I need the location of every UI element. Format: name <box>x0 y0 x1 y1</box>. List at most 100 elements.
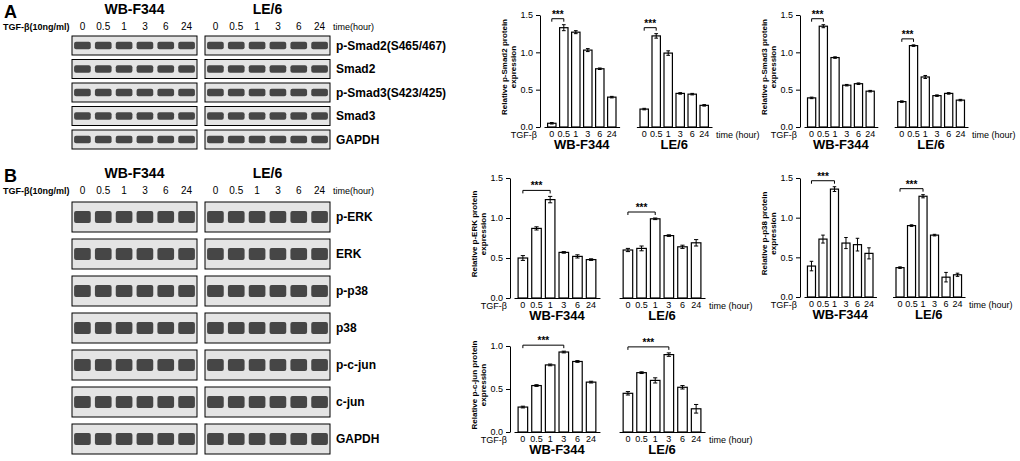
x-tick-label: 0 <box>898 299 903 309</box>
error-bar <box>550 123 554 124</box>
x-axis-line <box>620 298 706 299</box>
x-tick: 0 <box>520 300 525 310</box>
x-tick: 24 <box>691 300 701 310</box>
blot-band <box>311 136 328 144</box>
x-tick-label: 6 <box>944 299 949 309</box>
bar-chart: 0.00.51.01.5Relative p-ERK proteinexpres… <box>470 173 753 323</box>
blot-band <box>207 65 224 73</box>
blot-band <box>95 396 112 408</box>
bar <box>945 93 953 127</box>
y-axis: 0.00.51.01.5 <box>520 10 540 132</box>
y-tick-mark <box>506 389 510 390</box>
bar <box>896 268 904 297</box>
error-bar <box>833 57 837 58</box>
bar <box>700 105 708 127</box>
significance-label: *** <box>531 180 543 191</box>
bar <box>919 196 927 297</box>
bar <box>676 93 684 127</box>
blot-band <box>157 359 174 371</box>
x-tick-label: 24 <box>699 129 709 139</box>
error-bar <box>548 364 552 366</box>
blot-band <box>157 112 174 120</box>
significance-label: *** <box>636 202 648 213</box>
x-tick-label: 0 <box>642 129 647 139</box>
blot-band <box>137 433 154 445</box>
error-bar <box>694 240 698 246</box>
error-bar <box>868 90 872 91</box>
blot-band <box>228 322 245 334</box>
blot-band <box>207 433 224 445</box>
blot-band <box>228 248 245 260</box>
blot-band <box>95 248 112 260</box>
blot-band <box>95 359 112 371</box>
error-bar <box>947 93 951 94</box>
error-bar <box>833 187 837 192</box>
x-tick-label: 24 <box>691 434 701 444</box>
blot-band <box>74 136 91 144</box>
x-tick-label: 24 <box>953 299 963 309</box>
blot-band <box>311 396 328 408</box>
bar <box>664 355 674 432</box>
blot-band <box>116 42 133 50</box>
y-tick: 0.5 <box>520 85 540 95</box>
x-axis-line <box>515 432 601 433</box>
blot-band <box>249 322 266 334</box>
y-tick: 0.5 <box>490 253 510 263</box>
bar <box>954 275 962 297</box>
blot-strip <box>205 276 330 306</box>
blot-band <box>290 322 307 334</box>
bar <box>572 32 580 127</box>
blot-band <box>290 112 307 120</box>
blot-band <box>116 211 133 223</box>
time-label: 1 <box>254 185 260 196</box>
error-bar <box>626 248 630 251</box>
blot-band <box>178 65 195 73</box>
blot-band <box>116 89 133 97</box>
y-tick-mark <box>796 15 800 16</box>
y-tick-mark <box>536 90 540 91</box>
blot-band <box>157 396 174 408</box>
y-axis: 0.00.51.01.5 <box>490 173 510 303</box>
x-tick: 24 <box>691 434 701 444</box>
blot-band <box>207 42 224 50</box>
blot-band <box>137 322 154 334</box>
blot-strip <box>72 424 197 454</box>
time-label: 1 <box>121 21 127 32</box>
bar <box>650 219 660 298</box>
error-bar <box>923 75 927 78</box>
bar-chart: 0.00.51.01.5Relative p-p38 proteinexpres… <box>760 171 1013 322</box>
time-label: 6 <box>296 185 302 196</box>
protein-label: ERK <box>336 247 362 261</box>
row-label: TGF-β <box>481 301 507 311</box>
y-tick: 1.5 <box>520 10 540 20</box>
time-label: 0.5 <box>96 185 110 196</box>
error-bar <box>867 248 871 259</box>
blot-band <box>137 89 154 97</box>
error-bar <box>639 372 643 374</box>
blot-band <box>270 285 287 297</box>
x-tick: 24 <box>953 299 963 309</box>
blot-band <box>228 42 245 50</box>
error-bar <box>933 234 937 236</box>
blot-band <box>249 65 266 73</box>
time-label: 0 <box>80 185 86 196</box>
y-axis-title: Relative p-p38 protein <box>760 192 769 276</box>
blot-band <box>228 285 245 297</box>
blot-strip <box>72 313 197 343</box>
blot-band <box>207 248 224 260</box>
error-bar <box>690 93 694 94</box>
blot-band <box>290 65 307 73</box>
error-bar <box>910 225 914 227</box>
error-bar <box>921 195 925 198</box>
y-tick-mark <box>796 127 800 128</box>
time-label: 3 <box>275 185 281 196</box>
blot-band <box>228 112 245 120</box>
y-axis-title: Relative p-ERK protein <box>470 191 479 278</box>
blot-band <box>207 89 224 97</box>
error-bar <box>821 235 825 243</box>
bar <box>921 77 929 127</box>
blot-panel: ATGF-β(10ng/ml)WB-F34400.513624LE/600.51… <box>3 1 446 149</box>
blot-band <box>311 285 328 297</box>
x-tick-label: 0.5 <box>635 300 648 310</box>
blot-band <box>290 433 307 445</box>
